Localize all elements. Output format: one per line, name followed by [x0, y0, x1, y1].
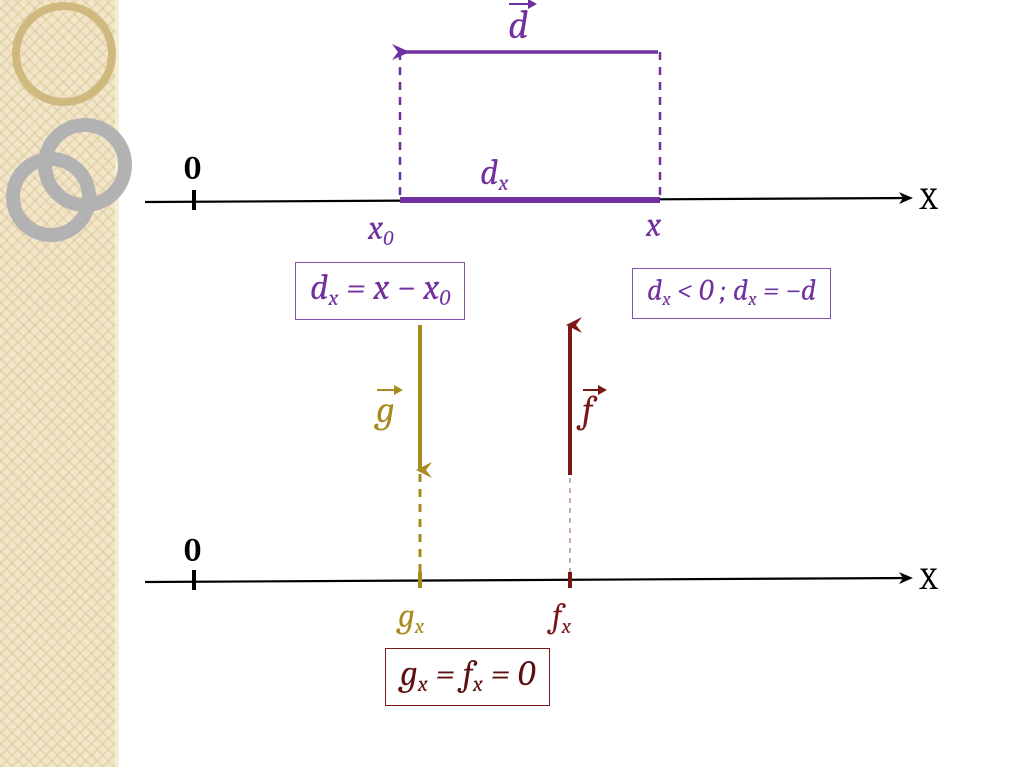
- g-vector-label: g: [376, 388, 395, 432]
- x0-label: x0: [368, 208, 393, 251]
- f-vector-label: f: [582, 388, 593, 432]
- sidebar-ring: [6, 152, 96, 242]
- formula-gx-fx: gx = fx = 0: [385, 648, 550, 706]
- gx-label: gx: [398, 596, 424, 639]
- x-point-label: x: [646, 205, 661, 245]
- bottom-zero-label: 0: [184, 532, 201, 569]
- top-axis-label: X: [920, 182, 937, 217]
- formula-dx-ineq: dx < 0 ; dx = −d: [632, 268, 831, 319]
- bottom-x-axis: [145, 578, 910, 582]
- top-zero-label: 0: [184, 150, 201, 187]
- formula-dx-eq: dx = x − x0: [295, 262, 465, 320]
- sidebar-ring: [12, 2, 116, 106]
- dx-label: dx: [480, 152, 508, 196]
- fx-label: fx: [552, 596, 571, 639]
- d-vector-label: d: [508, 2, 529, 48]
- bottom-axis-label: X: [920, 562, 937, 597]
